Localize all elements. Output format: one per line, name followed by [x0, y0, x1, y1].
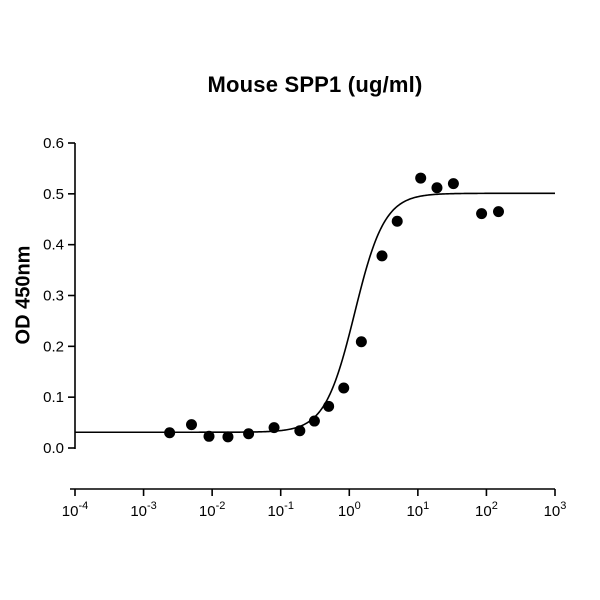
data-point [338, 382, 350, 394]
y-tick-label: 0.1 [43, 389, 64, 406]
data-point [376, 250, 388, 262]
data-point [268, 422, 280, 434]
y-tick-label: 0.2 [43, 338, 64, 355]
chart-title: Mouse SPP1 (ug/ml) [207, 72, 423, 97]
data-point [355, 336, 367, 348]
data-point [203, 430, 215, 442]
data-point [476, 208, 488, 220]
x-tick-label: 100 [338, 500, 361, 520]
x-tick-label: 10-1 [267, 500, 293, 520]
x-tick-label: 10-4 [62, 500, 88, 520]
data-point [222, 431, 234, 443]
data-point [294, 425, 306, 437]
x-tick-label: 10-3 [130, 500, 156, 520]
y-tick-label: 0.6 [43, 135, 64, 152]
y-tick-label: 0.5 [43, 186, 64, 203]
y-tick-label: 0.4 [43, 237, 64, 254]
x-tick-label: 103 [544, 500, 567, 520]
data-point [323, 400, 335, 412]
x-tick-label: 102 [475, 500, 498, 520]
data-point [415, 172, 427, 184]
data-point [243, 428, 255, 440]
data-point [391, 215, 403, 227]
data-point [447, 178, 459, 190]
fit-curve [75, 192, 555, 434]
data-point [186, 419, 197, 431]
y-tick-label: 0.0 [43, 440, 64, 457]
data-point [308, 415, 320, 427]
x-tick-label: 101 [406, 500, 429, 520]
y-tick-label: 0.3 [43, 288, 64, 305]
data-point [493, 206, 504, 218]
data-point [164, 427, 176, 439]
data-point [431, 182, 443, 194]
x-tick-label: 10-2 [199, 500, 225, 520]
